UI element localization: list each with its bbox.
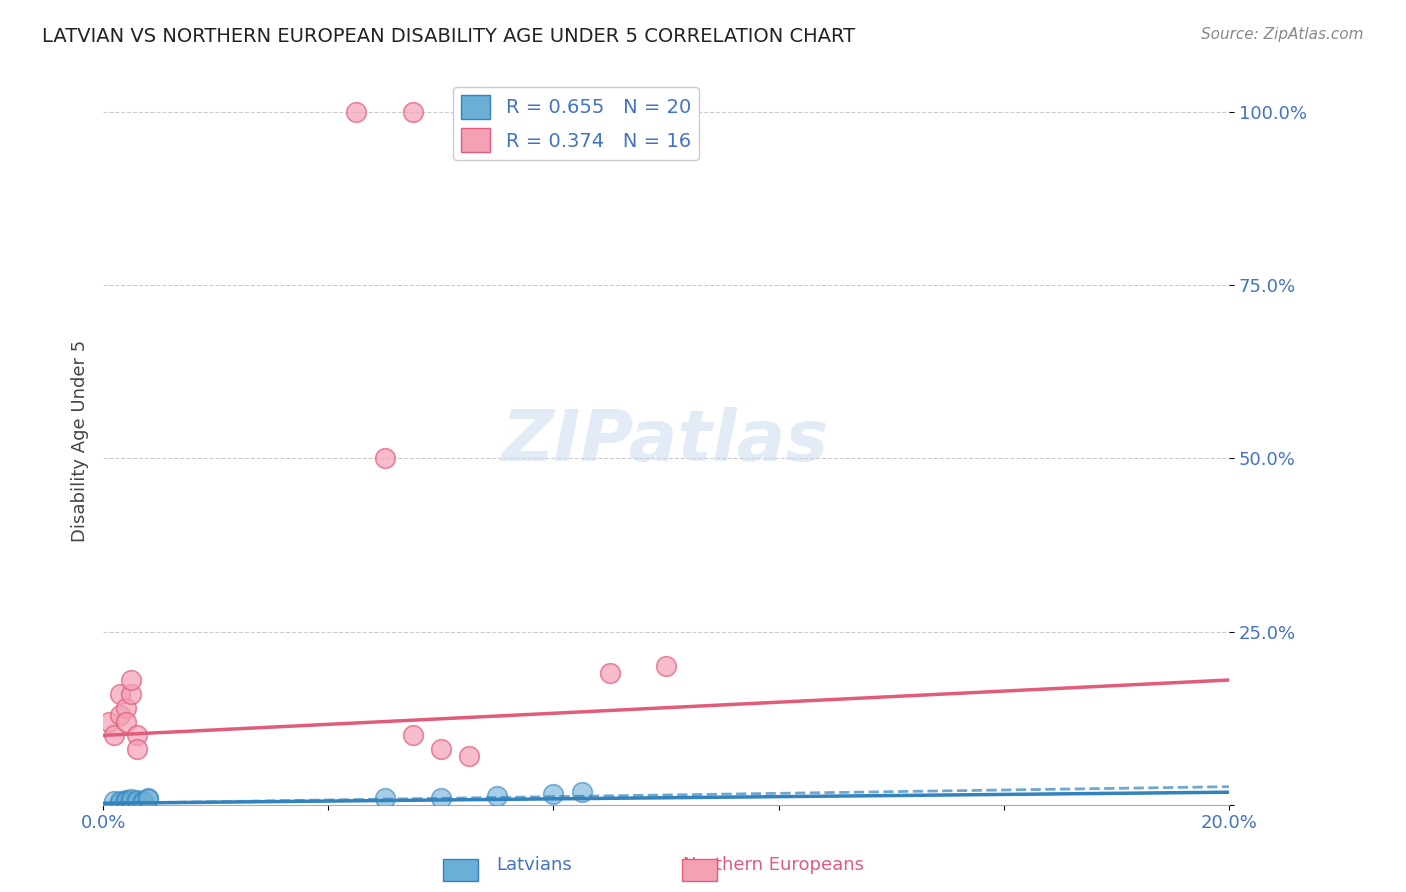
Text: Source: ZipAtlas.com: Source: ZipAtlas.com	[1201, 27, 1364, 42]
Point	[125, 793, 148, 807]
Point	[136, 790, 159, 805]
Point	[114, 700, 136, 714]
Point	[108, 687, 131, 701]
Point	[120, 673, 142, 687]
Point	[131, 793, 153, 807]
Point	[136, 792, 159, 806]
Point	[114, 714, 136, 729]
Point	[120, 795, 142, 809]
Point	[125, 794, 148, 808]
Point	[108, 707, 131, 722]
Point	[120, 793, 142, 807]
Point	[655, 659, 678, 673]
Point	[346, 105, 368, 120]
Point	[103, 794, 125, 808]
Point	[125, 728, 148, 742]
Point	[486, 789, 509, 804]
Point	[108, 796, 131, 810]
Text: LATVIAN VS NORTHERN EUROPEAN DISABILITY AGE UNDER 5 CORRELATION CHART: LATVIAN VS NORTHERN EUROPEAN DISABILITY …	[42, 27, 855, 45]
Point	[120, 792, 142, 806]
Text: ZIPatlas: ZIPatlas	[502, 407, 830, 475]
Point	[114, 795, 136, 809]
Point	[108, 793, 131, 807]
Point	[402, 105, 425, 120]
Point	[114, 794, 136, 808]
Point	[103, 728, 125, 742]
Point	[120, 687, 142, 701]
Point	[114, 793, 136, 807]
Point	[97, 714, 120, 729]
Point	[374, 790, 396, 805]
Point	[374, 451, 396, 466]
Point	[402, 728, 425, 742]
Point	[125, 742, 148, 756]
Point	[458, 749, 481, 764]
Point	[430, 742, 453, 756]
Text: Latvians: Latvians	[496, 856, 572, 874]
Point	[430, 790, 453, 805]
Point	[571, 785, 593, 799]
Legend: R = 0.655   N = 20, R = 0.374   N = 16: R = 0.655 N = 20, R = 0.374 N = 16	[453, 87, 699, 160]
Point	[131, 795, 153, 809]
Y-axis label: Disability Age Under 5: Disability Age Under 5	[72, 340, 89, 542]
Point	[543, 787, 565, 801]
Text: Northern Europeans: Northern Europeans	[683, 856, 863, 874]
Point	[599, 666, 621, 681]
